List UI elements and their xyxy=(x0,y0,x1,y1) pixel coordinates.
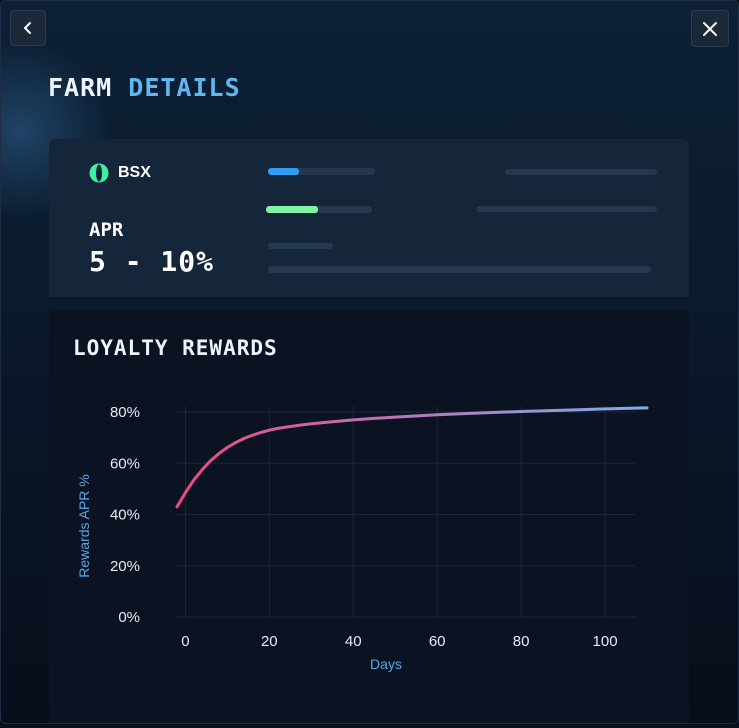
title-accent: DETAILS xyxy=(128,73,241,102)
x-axis-ticks: 0 20 40 60 80 100 xyxy=(181,633,617,650)
close-button[interactable] xyxy=(691,10,729,47)
skeleton-line xyxy=(268,266,651,273)
x-tick-label: 40 xyxy=(345,633,362,650)
y-tick-label: 80% xyxy=(110,404,140,421)
skeleton-line xyxy=(476,206,657,212)
apr-value: 5 - 10% xyxy=(89,245,215,278)
y-tick-label: 40% xyxy=(110,507,140,524)
progress-bar-2-fill xyxy=(266,206,318,213)
skeleton-line xyxy=(505,169,657,175)
x-tick-label: 20 xyxy=(261,633,278,650)
series-line xyxy=(175,406,649,509)
x-tick-label: 100 xyxy=(593,633,618,650)
loyalty-rewards-card: LOYALTY REWARDS xyxy=(49,310,689,723)
chevron-left-icon xyxy=(24,22,31,34)
close-icon xyxy=(703,21,717,36)
apr-label: APR xyxy=(89,219,124,241)
page-title: FARM DETAILS xyxy=(48,73,241,102)
y-tick-label: 0% xyxy=(118,609,140,626)
chart-series xyxy=(175,406,649,509)
skeleton-line xyxy=(268,243,333,249)
token-info: BSX xyxy=(89,163,151,183)
progress-bar-1 xyxy=(268,168,375,175)
farm-summary-card: BSX APR 5 - 10% xyxy=(49,139,689,297)
x-tick-label: 80 xyxy=(513,633,530,650)
x-tick-label: 60 xyxy=(429,633,446,650)
chart-grid xyxy=(177,406,635,618)
progress-bar-1-fill xyxy=(268,168,300,175)
x-axis-label: Days xyxy=(370,656,402,672)
bsx-token-icon xyxy=(89,163,109,183)
y-tick-label: 20% xyxy=(110,558,140,575)
token-symbol: BSX xyxy=(118,164,151,181)
x-tick-label: 0 xyxy=(181,633,189,650)
chart-title: LOYALTY REWARDS xyxy=(73,336,278,360)
y-axis-label: Rewards APR % xyxy=(76,474,92,577)
back-button[interactable] xyxy=(10,10,46,46)
y-tick-label: 60% xyxy=(110,455,140,472)
y-axis-ticks: 0% 20% 40% 60% 80% xyxy=(110,404,140,626)
title-main: FARM xyxy=(48,73,113,102)
progress-bar-2 xyxy=(266,206,372,213)
